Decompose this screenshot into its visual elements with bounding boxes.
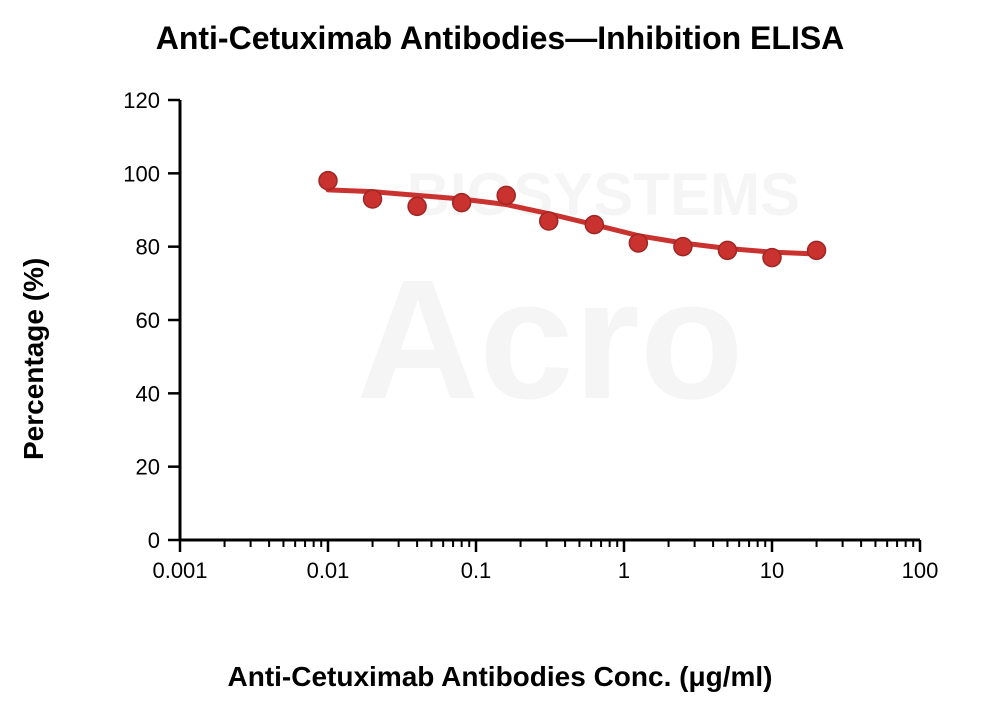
y-axis-label: Percentage (%): [18, 0, 50, 718]
data-point: [497, 186, 515, 204]
y-tick-label: 60: [136, 308, 160, 333]
plot-area: 0204060801001200.0010.010.1110100: [160, 90, 940, 590]
x-tick-label: 0.01: [307, 558, 350, 583]
y-tick-label: 80: [136, 235, 160, 260]
y-tick-label: 20: [136, 455, 160, 480]
data-point: [408, 197, 426, 215]
data-point: [763, 249, 781, 267]
y-tick-label: 0: [148, 528, 160, 553]
x-tick-label: 0.1: [461, 558, 492, 583]
data-point: [629, 234, 647, 252]
data-point: [319, 172, 337, 190]
fit-curve: [328, 190, 817, 254]
data-point: [808, 241, 826, 259]
x-tick-label: 1: [618, 558, 630, 583]
y-tick-label: 120: [123, 88, 160, 113]
plot-svg: 0204060801001200.0010.010.1110100: [160, 90, 940, 590]
x-tick-label: 0.001: [152, 558, 207, 583]
data-point: [585, 216, 603, 234]
x-tick-label: 10: [760, 558, 784, 583]
chart-container: Anti-Cetuximab Antibodies—Inhibition ELI…: [0, 0, 1000, 718]
x-tick-label: 100: [902, 558, 939, 583]
chart-title: Anti-Cetuximab Antibodies—Inhibition ELI…: [0, 20, 1000, 57]
data-point: [674, 238, 692, 256]
data-point: [540, 212, 558, 230]
data-point: [364, 190, 382, 208]
x-axis-label: Anti-Cetuximab Antibodies Conc. (μg/ml): [0, 661, 1000, 693]
data-point: [453, 194, 471, 212]
data-point: [718, 241, 736, 259]
y-tick-label: 100: [123, 161, 160, 186]
y-tick-label: 40: [136, 381, 160, 406]
